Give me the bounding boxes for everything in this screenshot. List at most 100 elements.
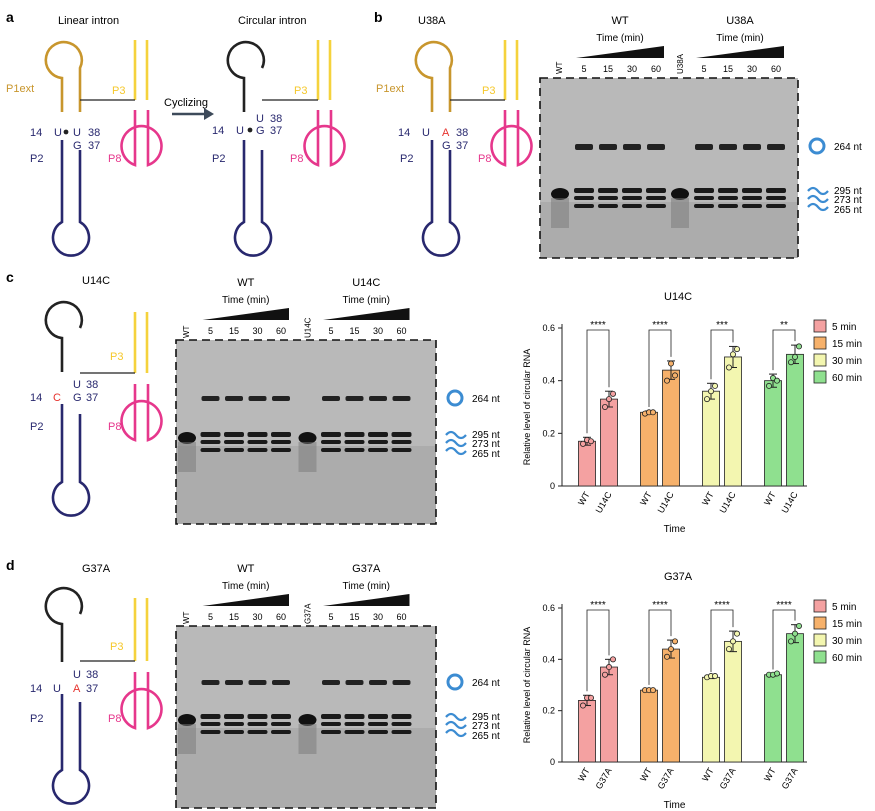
linear-rna-wave-icon	[445, 438, 467, 448]
linear-rna-band	[368, 730, 388, 734]
significance-stars: ****	[590, 600, 606, 611]
linear-rna-wave-icon	[445, 728, 467, 738]
p2-label: P2	[30, 713, 43, 725]
p2-hairpin	[421, 140, 461, 257]
data-point	[774, 377, 781, 384]
data-point	[610, 656, 617, 663]
linear-rna-band	[368, 714, 388, 719]
circular-rna-band	[322, 680, 340, 685]
base-g37: G	[73, 140, 82, 152]
y-tick-label: 0.4	[542, 654, 555, 664]
linear-rna-band	[200, 448, 221, 452]
linear-rna-band	[646, 188, 666, 193]
significance-bracket	[648, 329, 672, 407]
nt-37-label: 37	[86, 392, 98, 404]
nt-37-label: 37	[456, 140, 468, 152]
band-label-295: 295 nt	[472, 712, 500, 723]
data-point	[580, 440, 587, 447]
data-point	[588, 694, 595, 701]
wobble-dot	[247, 127, 253, 133]
circular-rna-band	[695, 144, 713, 150]
nt-14-label: 14	[212, 125, 224, 137]
time-point-label: 30	[373, 326, 383, 336]
linear-rna-band	[742, 196, 762, 200]
mutant-title: U14C	[82, 275, 110, 287]
lane-label-wt: WT	[182, 325, 191, 338]
panel-letter-a: a	[6, 9, 14, 25]
time-point-label: 5	[328, 326, 333, 336]
linear-rna-band	[344, 432, 365, 437]
x-tick-label: G37A	[718, 766, 738, 791]
x-tick-label: G37A	[780, 766, 800, 791]
panel-letter-c: c	[6, 269, 14, 285]
data-point	[792, 630, 799, 637]
linear-rna-band	[247, 440, 268, 444]
data-point	[796, 622, 803, 629]
p8-label: P8	[108, 421, 121, 433]
x-tick-label: U14C	[656, 490, 676, 515]
lane-label-mutant: G37A	[304, 603, 313, 624]
marker-band	[298, 432, 317, 444]
bar	[662, 648, 680, 763]
legend-swatch	[813, 599, 827, 613]
loop-join	[226, 40, 266, 112]
linear-rna-band	[321, 448, 341, 452]
time-wedge-icon	[576, 46, 664, 58]
significance-stars: ****	[776, 600, 792, 611]
data-point	[788, 359, 795, 366]
time-wedge-icon	[323, 594, 410, 606]
data-point	[774, 670, 781, 677]
marker-band	[671, 188, 689, 200]
base-g37: G	[442, 140, 451, 152]
nt-14-label: 14	[30, 683, 42, 695]
band-label-273: 273 nt	[472, 439, 500, 450]
legend-swatch	[813, 616, 827, 630]
data-point	[650, 687, 657, 694]
circular-rna-band	[743, 144, 761, 150]
linear-rna-band	[271, 440, 291, 444]
linear-rna-band	[368, 448, 388, 452]
data-point	[712, 382, 719, 389]
legend-label: 60 min	[832, 373, 862, 384]
circular-rna-band	[623, 144, 641, 150]
x-tick-label: WT	[576, 766, 592, 784]
linear-rna-band	[321, 432, 341, 437]
time-point-label: 15	[229, 612, 239, 622]
circular-rna-band	[345, 396, 364, 401]
linear-rna-band	[271, 722, 291, 726]
cyclizing-arrow-icon	[172, 108, 214, 120]
marker-smear	[298, 442, 317, 472]
linear-rna-band	[391, 448, 412, 452]
linear-rna-band	[344, 730, 365, 734]
band-label-273: 273 nt	[834, 195, 862, 206]
linear-rna-band	[344, 714, 365, 719]
y-tick-label: 0	[550, 757, 555, 767]
group-label-wt: WT	[611, 15, 628, 27]
mutated-base: C	[53, 392, 61, 404]
linear-rna-band	[391, 440, 412, 444]
linear-rna-band	[718, 204, 738, 208]
band-label-273: 273 nt	[472, 721, 500, 732]
x-tick-label: G37A	[656, 766, 676, 791]
lane-label-wt: WT	[555, 61, 564, 74]
nt-38-label: 38	[270, 113, 282, 125]
linear-rna-wave-icon	[445, 712, 467, 722]
linear-rna-band	[200, 440, 221, 444]
p2-label: P2	[30, 153, 43, 165]
legend-swatch	[813, 633, 827, 647]
data-point	[668, 360, 675, 367]
g37a-structure	[44, 586, 163, 805]
time-point-label: 60	[396, 326, 406, 336]
x-tick-label: U14C	[780, 490, 800, 515]
linear-rna-band	[391, 432, 412, 437]
y-axis-label: Relative level of circular RNA	[522, 349, 532, 466]
p3-label: P3	[110, 641, 123, 653]
p8-label: P8	[108, 713, 121, 725]
bar	[662, 369, 680, 487]
circular-rna-band	[272, 680, 290, 685]
data-point	[668, 646, 675, 653]
loop-join	[44, 586, 84, 662]
p8-hairpin	[303, 110, 346, 167]
band-label-264: 264 nt	[472, 394, 500, 405]
panel-c: c U14C P3 P2 P8 U 38 14 C G 37 U14C	[6, 269, 692, 517]
